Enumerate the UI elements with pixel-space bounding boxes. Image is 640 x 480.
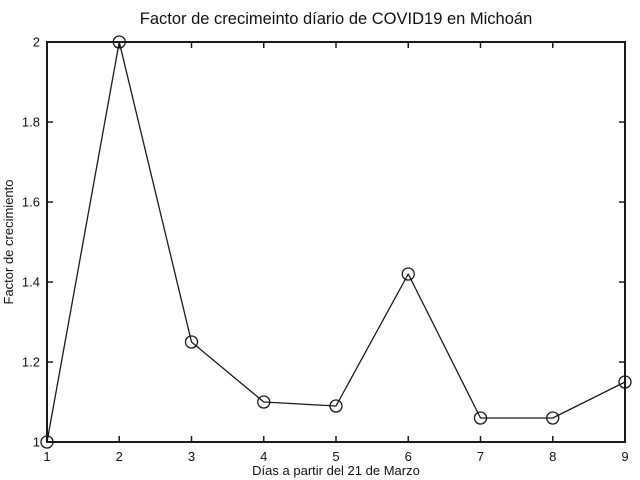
data-point-marker: [184, 335, 199, 349]
x-tick-label: 2: [116, 449, 123, 464]
y-tick-label: 1.8: [22, 115, 40, 130]
x-tick-label: 1: [43, 449, 50, 464]
data-point-marker: [401, 267, 415, 281]
x-tick-label: 6: [405, 449, 412, 464]
x-tick-label: 8: [549, 449, 556, 464]
data-point-marker: [40, 435, 54, 449]
x-tick-label: 5: [332, 449, 339, 464]
data-point-marker: [329, 399, 343, 413]
x-axis-label: Días a partir del 21 de Marzo: [252, 463, 420, 478]
x-tick-label: 9: [621, 449, 628, 464]
chart-title: Factor de crecimeinto díario de COVID19 …: [140, 10, 533, 28]
y-tick-label: 1: [33, 435, 40, 450]
axes-frame: [46, 41, 626, 443]
y-tick-label: 2: [33, 35, 40, 50]
y-axis-label: Factor de crecimiento: [1, 180, 16, 305]
y-tick-label: 1.6: [22, 195, 40, 210]
x-tick-label: 4: [260, 449, 267, 464]
y-tick-label: 1.4: [22, 275, 40, 290]
plot-area: 1 1.2 1.4 1.6 1.8 2 1 2 3 4 5 6 7 8 9: [22, 35, 632, 464]
data-line: [46, 41, 626, 443]
x-tick-label: 3: [188, 449, 195, 464]
data-point-marker: [618, 375, 632, 389]
x-tick-label: 7: [477, 449, 484, 464]
data-point-marker: [112, 35, 126, 49]
y-tick-label: 1.2: [22, 355, 40, 370]
data-point-marker: [546, 411, 560, 425]
data-point-marker: [257, 395, 271, 409]
data-point-marker: [473, 411, 488, 425]
